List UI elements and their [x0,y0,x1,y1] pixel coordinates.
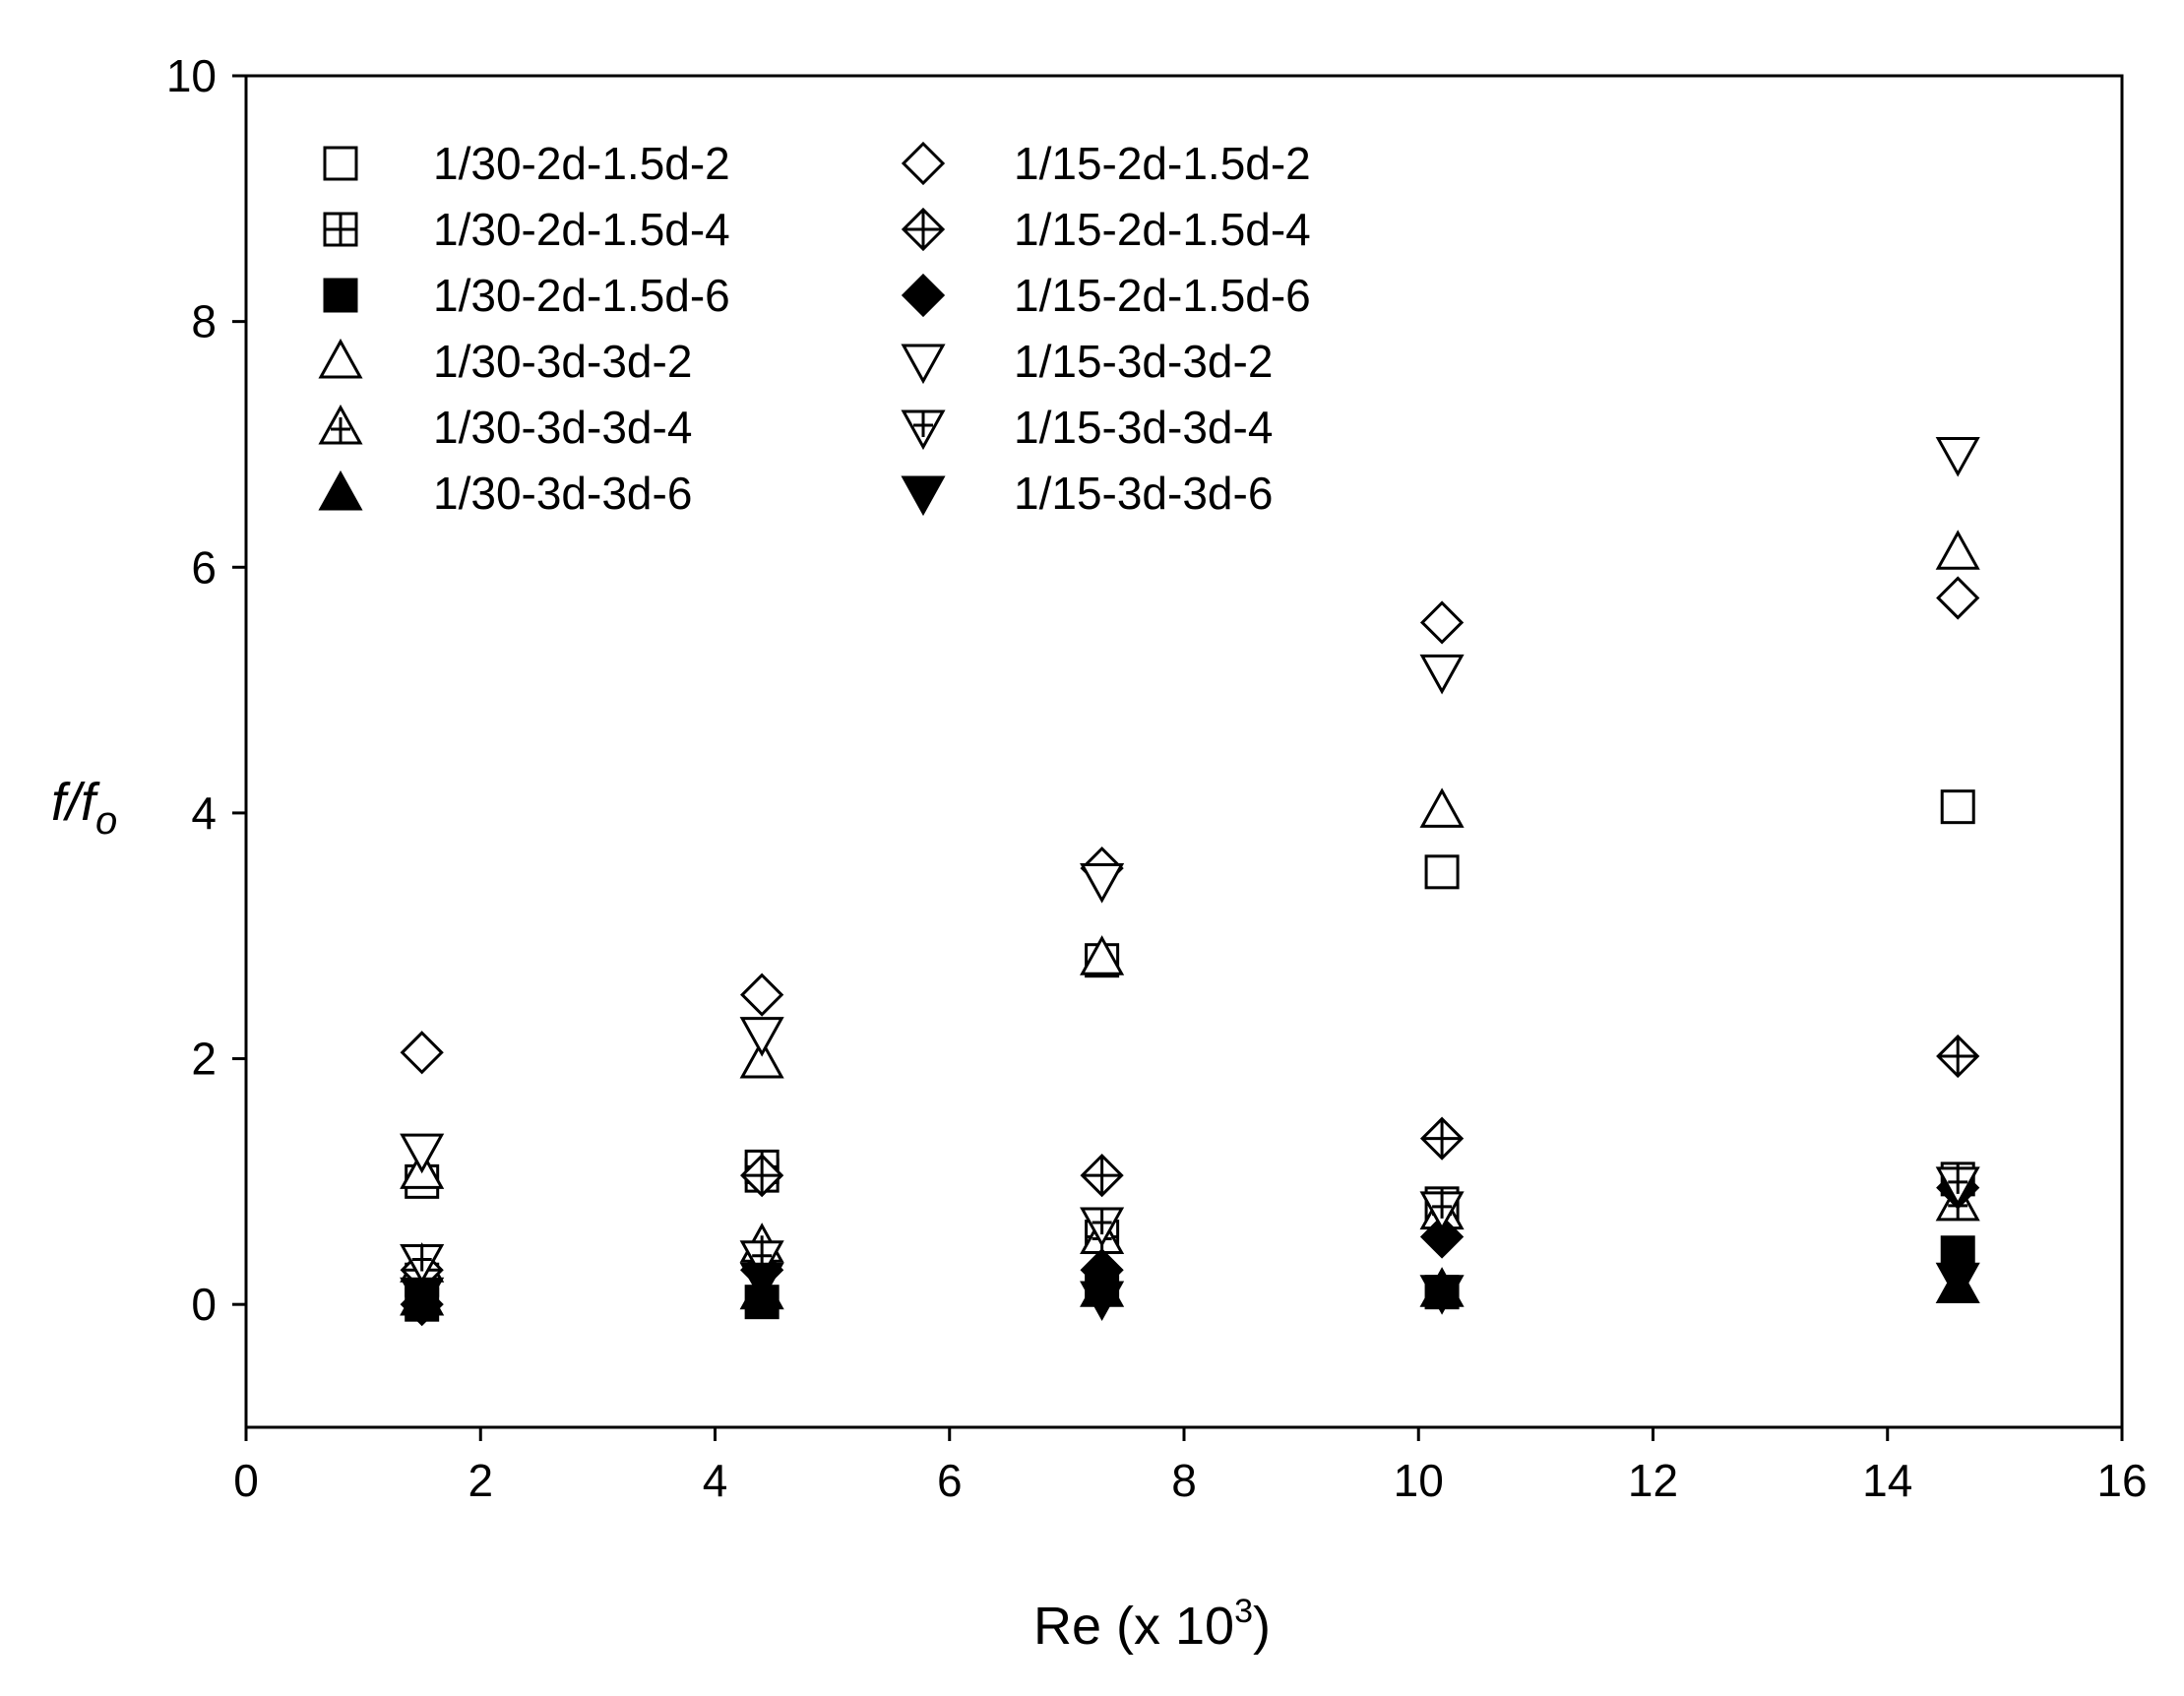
series-7 [400,576,1980,1075]
data-point [1419,1116,1465,1161]
legend-label: 1/15-3d-3d-6 [1014,468,1273,519]
legend-label: 1/15-2d-1.5d-6 [1014,270,1311,321]
legend-marker [901,207,946,252]
data-point [1936,1034,1980,1079]
y-tick-label: 8 [191,296,217,347]
x-axis-title: Re (x 103) [1033,1593,1271,1656]
series-6 [400,1263,1980,1316]
x-axis: 0 2 4 6 8 10 12 14 16 [233,1427,2148,1506]
data-point [1419,787,1465,828]
y-axis-title: f/fo [51,773,117,843]
legend-label: 1/30-2d-1.5d-4 [433,204,730,255]
x-tick-label: 4 [703,1455,728,1506]
legend-marker [901,273,946,318]
data-point [1424,854,1460,890]
legend-marker [901,475,946,517]
data-point [1935,1262,1980,1303]
x-tick-label: 12 [1628,1455,1678,1506]
series-5 [400,1180,1980,1283]
series-4 [400,530,1980,1189]
data-point [1935,436,1980,477]
legend-marker [318,470,363,511]
legend-marker [323,212,358,247]
data-point [400,1031,444,1075]
data-point [1419,654,1465,695]
x-tick-label: 14 [1862,1455,1912,1506]
data-points [400,436,1980,1327]
data-point [1419,1191,1465,1231]
y-axis: 0 2 4 6 8 10 [166,50,246,1330]
series-8 [400,1034,1980,1292]
series-9 [400,1165,1980,1327]
series-1 [405,789,1975,1199]
legend-marker [901,141,946,186]
y-tick-label: 6 [191,541,217,593]
x-tick-label: 8 [1171,1455,1197,1506]
legend-marker [901,344,946,385]
legend-label: 1/15-3d-3d-4 [1014,402,1273,453]
x-tick-label: 16 [2096,1455,2147,1506]
legend-marker [901,409,946,451]
data-point [1080,935,1125,975]
legend-label: 1/30-2d-1.5d-6 [433,270,730,321]
data-point [1080,1154,1124,1198]
x-tick-label: 0 [233,1455,259,1506]
y-tick-label: 4 [191,787,217,839]
data-point [1080,863,1125,904]
data-point [740,973,784,1017]
data-point [1419,1215,1465,1259]
series-2 [405,1149,1975,1297]
series-3 [405,1235,1975,1322]
legend-label: 1/30-3d-3d-6 [433,468,692,519]
data-point [1080,1207,1125,1248]
data-point [1935,1166,1980,1207]
data-point [1419,1275,1465,1315]
x-tick-label: 2 [468,1455,493,1506]
data-point [739,1037,784,1079]
data-point [1936,576,1980,620]
legend-marker [318,338,363,379]
series-10 [400,436,1980,1174]
series-12 [400,1262,1980,1322]
data-point [400,1243,445,1285]
x-tick-label: 6 [937,1455,963,1506]
data-point [1419,600,1465,645]
legend: 1/30-2d-1.5d-2 1/30-2d-1.5d-4 1/30-2d-1.5d… [318,138,1311,519]
data-point [400,1277,445,1318]
series-11 [400,1166,1980,1285]
y-tick-label: 10 [166,50,217,101]
legend-label: 1/15-2d-1.5d-2 [1014,138,1311,189]
y-tick-label: 2 [191,1034,217,1085]
data-point [739,1262,784,1303]
data-point [1940,789,1975,825]
data-point [1935,530,1980,570]
y-tick-label: 0 [191,1279,217,1330]
data-point [739,1017,784,1057]
legend-marker [318,404,363,445]
legend-label: 1/15-3d-3d-2 [1014,336,1273,387]
legend-label: 1/30-3d-3d-2 [433,336,692,387]
legend-label: 1/30-2d-1.5d-2 [433,138,730,189]
legend-label: 1/30-3d-3d-4 [433,402,692,453]
legend-marker [323,146,358,181]
data-point [740,1154,784,1198]
legend-label: 1/15-2d-1.5d-4 [1014,204,1311,255]
legend-marker [323,278,358,313]
x-tick-label: 10 [1394,1455,1444,1506]
data-point [400,1133,445,1174]
data-point [1080,1281,1125,1322]
